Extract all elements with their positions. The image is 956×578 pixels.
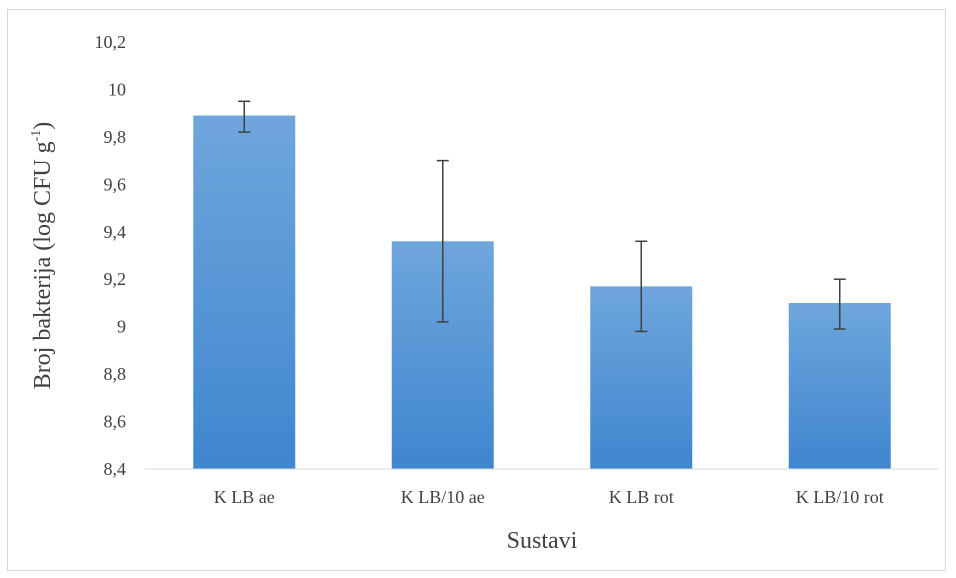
y-tick-label: 10,2	[95, 32, 127, 52]
bar	[193, 115, 296, 470]
bar	[788, 302, 891, 469]
y-axis-title-tail: )	[30, 122, 56, 130]
y-axis-title-sup: -1	[29, 130, 44, 142]
x-tick-label: K LB/10 ae	[401, 487, 485, 507]
bars	[193, 115, 891, 470]
x-tick-label: K LB ae	[214, 487, 275, 507]
y-tick-label: 9	[117, 317, 126, 337]
y-tick-label: 8,6	[104, 412, 127, 432]
y-tick-label: 9,8	[104, 127, 127, 147]
x-axis-ticks: K LB ae K LB/10 ae K LB rot K LB/10 rot	[214, 487, 884, 507]
y-axis-title-main: Broj bakterija (log CFU g	[30, 141, 56, 389]
x-tick-label: K LB/10 rot	[796, 487, 884, 507]
y-tick-label: 9,4	[104, 222, 127, 242]
x-tick-label: K LB rot	[609, 487, 674, 507]
y-axis-ticks: 8,4 8,6 8,8 9 9,2 9,4 9,6 9,8 10 10,2	[95, 32, 127, 479]
y-tick-label: 10	[108, 79, 126, 99]
y-tick-label: 8,8	[104, 364, 127, 384]
error-bars	[238, 100, 846, 333]
y-tick-label: 9,2	[104, 269, 127, 289]
y-axis-title: Broj bakterija (log CFU g-1)	[29, 122, 56, 390]
y-tick-label: 8,4	[104, 459, 127, 479]
y-tick-label: 9,6	[104, 174, 127, 194]
x-axis-title: Sustavi	[507, 528, 578, 554]
